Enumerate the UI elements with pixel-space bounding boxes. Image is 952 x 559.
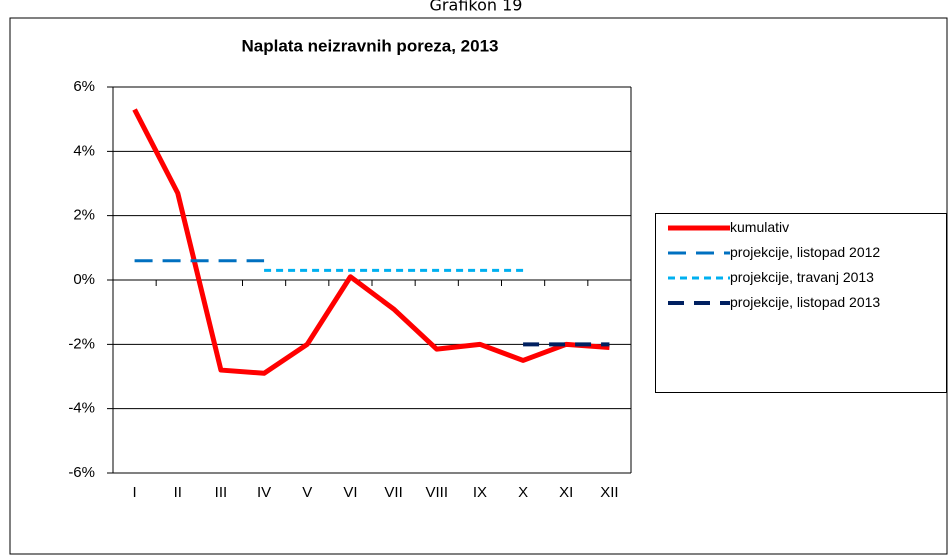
x-tick-label: X: [518, 484, 528, 501]
legend-entry: projekcije, listopad 2012: [660, 245, 942, 261]
legend-swatch: [668, 301, 730, 305]
legend-swatch: [668, 276, 730, 280]
x-tick-label: XI: [559, 484, 573, 501]
x-tick-label: VI: [343, 484, 357, 501]
x-tick-label: VII: [384, 484, 402, 501]
chart-border: [9, 17, 948, 555]
x-tick-label: IX: [473, 484, 487, 501]
x-tick-label: IV: [257, 484, 271, 501]
legend-swatch: [668, 225, 730, 231]
legend-entry: projekcije, listopad 2013: [660, 295, 942, 311]
chart-title: Naplata neizravnih poreza, 2013: [242, 36, 499, 55]
caption: Grafikon 19: [430, 0, 523, 15]
x-tick-label: V: [302, 484, 312, 501]
y-tick-label: -2%: [68, 335, 95, 352]
y-tick-label: 2%: [73, 207, 95, 224]
series-line: [132, 108, 610, 376]
y-tick-label: 4%: [73, 142, 95, 159]
y-tick-label: -4%: [68, 400, 95, 417]
legend-label: projekcije, travanj 2013: [730, 269, 874, 285]
x-tick-label: III: [215, 484, 228, 501]
x-tick-label: VIII: [425, 484, 448, 501]
legend-label: projekcije, listopad 2012: [730, 244, 881, 260]
legend: kumulativ projekcije, listopad 2012 projek…: [655, 213, 947, 393]
y-tick-label: 6%: [73, 78, 95, 95]
legend-label: projekcije, listopad 2013: [730, 294, 881, 310]
legend-label: kumulativ: [730, 219, 790, 235]
y-tick-label: 0%: [73, 271, 95, 288]
x-tick-label: I: [132, 484, 136, 501]
legend-entry: kumulativ: [660, 220, 942, 236]
legend-swatch: [668, 251, 730, 255]
y-tick-label: -6%: [68, 464, 95, 481]
x-tick-label: II: [174, 484, 182, 501]
x-tick-label: XII: [600, 484, 618, 501]
legend-entry: projekcije, travanj 2013: [660, 270, 942, 286]
